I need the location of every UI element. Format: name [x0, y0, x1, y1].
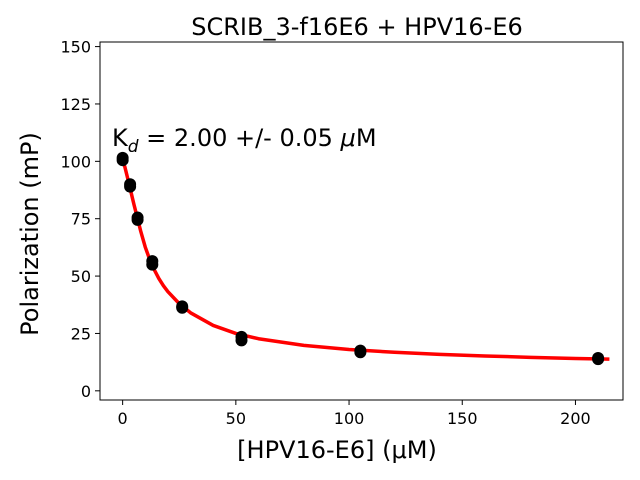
kd-prefix: K: [112, 124, 129, 152]
data-point: [176, 301, 189, 314]
kd-subscript: d: [128, 137, 139, 157]
data-point: [354, 346, 367, 359]
x-tick-label: 150: [447, 409, 478, 428]
chart-title: SCRIB_3-f16E6 + HPV16-E6: [191, 13, 523, 41]
data-points-layer: [116, 151, 605, 366]
kd-value: = 2.00 +/- 0.05: [139, 124, 341, 152]
kd-unit: M: [356, 124, 377, 152]
y-tick-label: 75: [71, 210, 91, 229]
data-point: [235, 334, 248, 347]
y-tick-label: 0: [81, 382, 91, 401]
data-point: [146, 258, 159, 271]
data-point: [131, 213, 144, 226]
x-tick-label: 100: [334, 409, 365, 428]
data-point: [592, 353, 605, 366]
y-tick-label: 125: [60, 95, 91, 114]
y-axis-label: Polarization (mP): [16, 132, 44, 336]
y-tick-label: 100: [60, 152, 91, 171]
x-tick-label: 0: [118, 409, 128, 428]
plot-area-frame: [99, 41, 624, 401]
kd-mu: μ: [340, 124, 356, 152]
y-tick-label: 150: [60, 38, 91, 57]
x-tick-label: 50: [226, 409, 246, 428]
fit-curve: [119, 156, 610, 361]
kd-annotation: Kd = 2.00 +/- 0.05 μM: [112, 124, 377, 157]
y-tick-label: 25: [71, 324, 91, 343]
fit-curve-layer: [119, 156, 610, 361]
data-point: [116, 154, 129, 167]
y-axis-ticks: 0 25 50 75 100 125 150: [60, 38, 100, 401]
y-tick-label: 50: [71, 267, 91, 286]
x-axis-label: [HPV16-E6] (μM): [237, 436, 437, 464]
data-point: [124, 180, 137, 193]
x-tick-label: 200: [560, 409, 591, 428]
x-axis-ticks: 0 50 100 150 200: [118, 400, 591, 428]
